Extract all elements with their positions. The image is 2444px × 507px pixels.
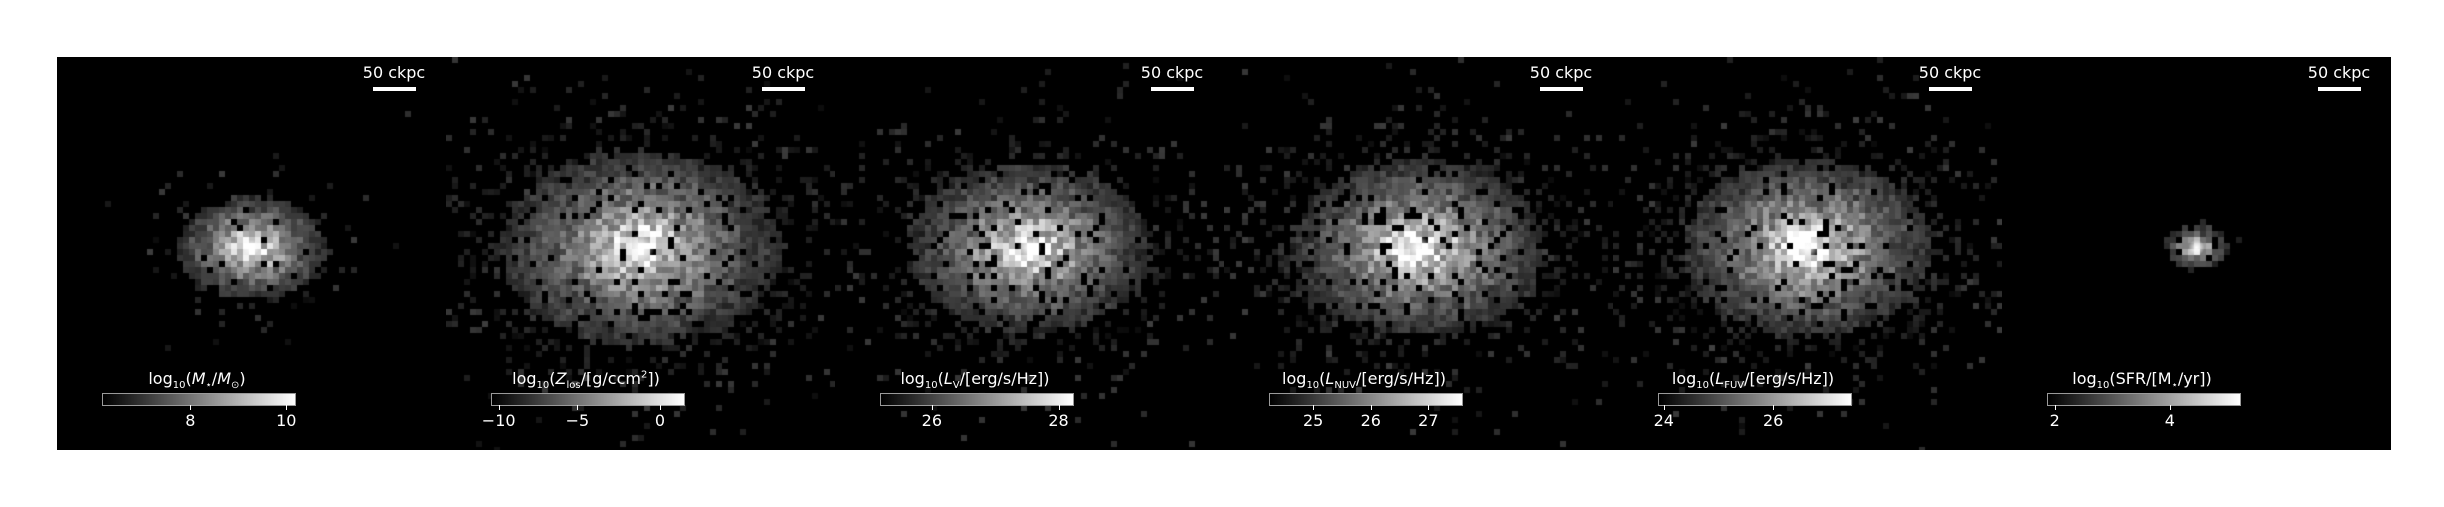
- colorbar: [1269, 393, 1463, 406]
- colorbar-tick: [286, 405, 288, 410]
- panel-stellar-mass: 50 ckpc log10(M⋆/M⊙) 8 10: [57, 57, 446, 450]
- colorbar-tick-label: 24: [1653, 411, 1674, 430]
- panel-nuv-luminosity: 50 ckpc log10(LNUV/[erg/s/Hz]) 25 26 27: [1224, 57, 1613, 450]
- colorbar-tick: [2169, 405, 2171, 410]
- scalebar-line: [1929, 87, 1972, 91]
- colorbar-tick: [577, 405, 579, 410]
- scalebar-line: [1540, 87, 1583, 91]
- colorbar: [491, 393, 685, 406]
- panel-sfr: 50 ckpc log10(SFR/[M⋆/yr]) 2 4: [2002, 57, 2391, 450]
- image-strip: 50 ckpc log10(M⋆/M⊙) 8 10 50 ckpc log10(Z…: [57, 57, 2391, 450]
- v-luminosity-map: [835, 57, 1224, 450]
- colorbar-tick-label: 8: [185, 411, 196, 430]
- colorbar-label: log10(SFR/[M⋆/yr]): [2072, 369, 2212, 392]
- colorbar: [2047, 393, 2241, 406]
- colorbar-tick: [1370, 405, 1372, 410]
- scalebar-line: [2318, 87, 2361, 91]
- panel-metallicity: 50 ckpc log10(Zlos/[g/ccm2]) −10 −5 0: [446, 57, 835, 450]
- colorbar-tick-label: 2: [2049, 411, 2060, 430]
- colorbar-tick: [1773, 405, 1775, 410]
- sfr-map: [2002, 57, 2391, 450]
- colorbar-tick: [1428, 405, 1430, 410]
- scalebar-label: 50 ckpc: [2307, 63, 2371, 82]
- colorbar-tick: [931, 405, 933, 410]
- scalebar-line: [1151, 87, 1194, 91]
- scalebar-label: 50 ckpc: [751, 63, 815, 82]
- colorbar-label: log10(LV/[erg/s/Hz]): [900, 369, 1050, 392]
- colorbar-label: log10(LFUV/[erg/s/Hz]): [1671, 369, 1835, 392]
- metallicity-map: [446, 57, 835, 450]
- nuv-luminosity-map: [1224, 57, 1613, 450]
- colorbar-tick: [498, 405, 500, 410]
- panel-v-luminosity: 50 ckpc log10(LV/[erg/s/Hz]) 26 28: [835, 57, 1224, 450]
- colorbar-tick-label: 25: [1302, 411, 1324, 430]
- colorbar-tick-label: 27: [1418, 411, 1439, 430]
- scalebar-line: [762, 87, 805, 91]
- colorbar-tick-label: 0: [654, 411, 666, 430]
- colorbar-label: log10(LNUV/[erg/s/Hz]): [1282, 369, 1446, 392]
- colorbar: [102, 393, 296, 406]
- colorbar: [880, 393, 1074, 406]
- colorbar-tick-label: 26: [1763, 411, 1784, 430]
- colorbar-tick-label: 28: [1048, 411, 1069, 430]
- colorbar-tick: [1058, 405, 1060, 410]
- panel-fuv-luminosity: 50 ckpc log10(LFUV/[erg/s/Hz]) 24 26: [1613, 57, 2002, 450]
- colorbar-tick: [190, 405, 192, 410]
- colorbar-tick-label: 4: [2164, 411, 2175, 430]
- colorbar-tick-label: 10: [276, 411, 297, 430]
- scalebar-line: [373, 87, 416, 91]
- colorbar-tick: [659, 405, 661, 410]
- colorbar: [1658, 393, 1852, 406]
- colorbar-label: log10(Zlos/[g/ccm2]): [512, 369, 660, 392]
- scalebar-label: 50 ckpc: [1140, 63, 1204, 82]
- colorbar-tick-label: −10: [481, 411, 516, 430]
- colorbar-tick-label: −5: [565, 411, 590, 430]
- colorbar-tick: [2054, 405, 2056, 410]
- scalebar-label: 50 ckpc: [362, 63, 426, 82]
- colorbar-tick: [1663, 405, 1665, 410]
- colorbar-label: log10(M⋆/M⊙): [148, 369, 246, 392]
- colorbar-tick-label: 26: [1360, 411, 1381, 430]
- colorbar-tick: [1313, 405, 1315, 410]
- fuv-luminosity-map: [1613, 57, 2002, 450]
- scalebar-label: 50 ckpc: [1529, 63, 1593, 82]
- scalebar-label: 50 ckpc: [1918, 63, 1982, 82]
- stellar-mass-map: [57, 57, 446, 450]
- colorbar-tick-label: 26: [921, 411, 942, 430]
